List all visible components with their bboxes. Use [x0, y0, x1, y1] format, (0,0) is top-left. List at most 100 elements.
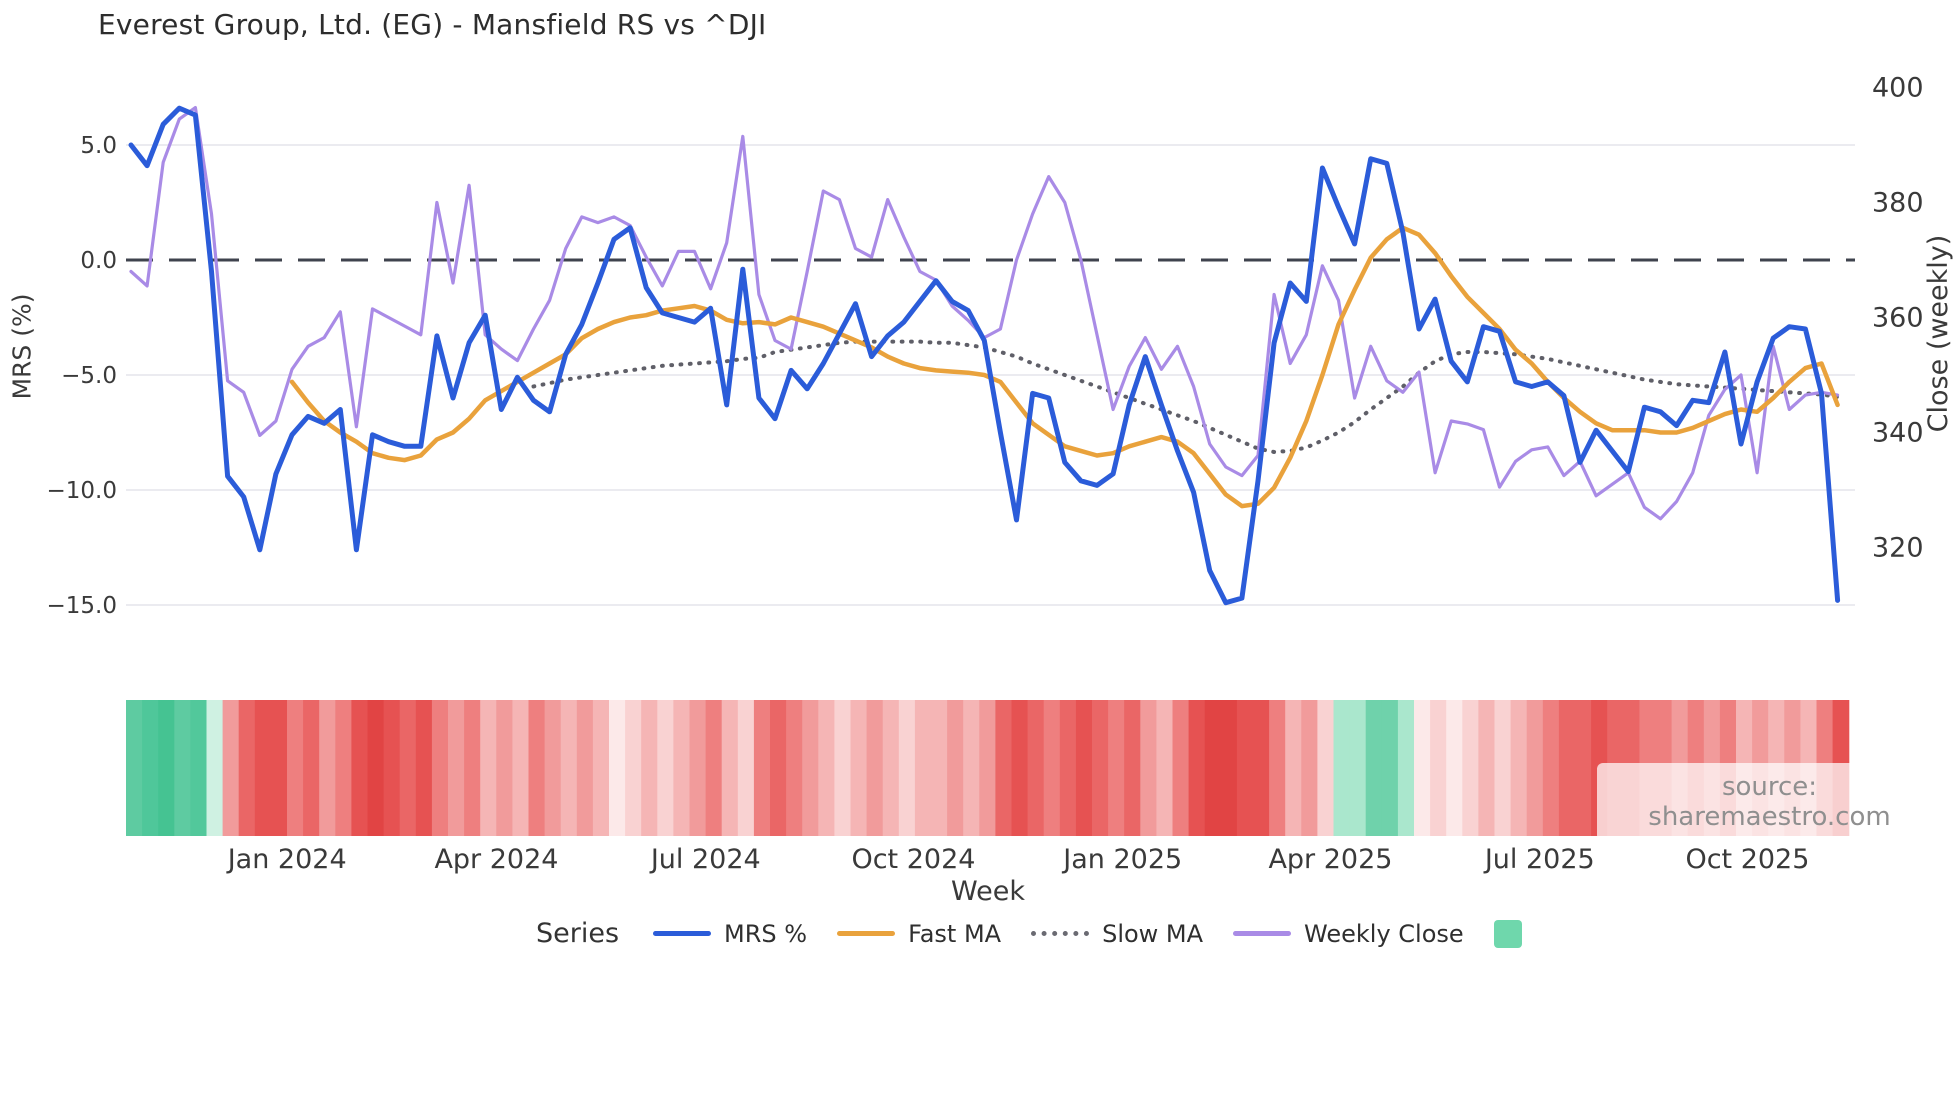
heatmap-cell — [657, 700, 674, 836]
heatmap-cell — [383, 700, 401, 836]
legend-swatch-icon — [837, 931, 896, 936]
chart-title: Everest Group, Ltd. (EG) - Mansfield RS … — [98, 8, 767, 41]
heatmap-cell — [963, 700, 980, 836]
heatmap-cell — [544, 700, 562, 836]
heatmap-cell — [770, 700, 787, 836]
heatmap-cell — [689, 700, 707, 836]
heatmap-cell — [802, 700, 819, 836]
x-axis-tick-label: Apr 2025 — [1268, 844, 1392, 875]
heatmap-cell — [947, 700, 964, 836]
legend-item-label: MRS % — [724, 919, 808, 948]
legend-item-weekly-close[interactable]: Weekly Close — [1233, 920, 1464, 948]
heatmap-cell — [1075, 700, 1093, 836]
right-axis-tick-label: 400 — [1872, 73, 1924, 104]
heatmap-cell — [1381, 700, 1399, 836]
heatmap-cell — [1236, 700, 1254, 836]
heatmap-cell — [576, 700, 594, 836]
legend-item-swatch[interactable] — [1493, 919, 1522, 948]
heatmap-cell — [1510, 700, 1528, 836]
heatmap-cell — [786, 700, 803, 836]
heatmap-cell — [931, 700, 948, 836]
heatmap-cell — [1478, 700, 1496, 836]
series-line-mrs — [128, 105, 1841, 606]
heatmap-cell — [1430, 700, 1447, 836]
heatmap-cell — [1494, 700, 1512, 836]
legend-item-mrs-[interactable]: MRS % — [653, 920, 807, 948]
heatmap-cell — [319, 700, 336, 836]
heatmap-cell — [850, 700, 868, 836]
legend-swatch-icon — [1233, 931, 1292, 936]
heatmap-cell — [914, 700, 932, 836]
heatmap-cell — [737, 700, 755, 836]
heatmap-cell — [1397, 700, 1415, 836]
heatmap-cell — [609, 700, 626, 836]
heatmap-cell — [174, 700, 191, 836]
legend: Series MRS % Fast MA Slow MA Weekly Close — [536, 918, 1522, 949]
x-axis-tick-label: Jan 2024 — [226, 844, 347, 875]
heatmap-cell — [1156, 700, 1174, 836]
heatmap-cell — [126, 700, 143, 836]
heatmap-cell — [1414, 700, 1431, 836]
legend-swatch-icon — [1031, 931, 1090, 936]
right-axis-title: Close (weekly) — [1923, 234, 1954, 433]
heatmap-cell — [206, 700, 224, 836]
legend-title: Series — [536, 918, 620, 949]
heatmap-cell — [1462, 700, 1479, 836]
legend-item-label: Slow MA — [1102, 919, 1204, 948]
heatmap-cell — [866, 700, 884, 836]
series-line-fast-ma — [289, 225, 1840, 509]
heatmap-cell — [254, 700, 272, 836]
x-axis-tick-label: Apr 2024 — [434, 844, 558, 875]
left-axis-tick-label: −15.0 — [47, 593, 117, 619]
heatmap-cell — [1108, 700, 1125, 836]
heatmap-cell — [1011, 700, 1029, 836]
x-axis-tick-label: Jan 2025 — [1061, 844, 1182, 875]
heatmap-cell — [222, 700, 240, 836]
heatmap-cell — [431, 700, 449, 836]
heatmap-cell — [1446, 700, 1463, 836]
heatmap-cell — [399, 700, 417, 836]
heatmap-cell — [625, 700, 642, 836]
heatmap-cell — [705, 700, 723, 836]
heatmap-cell — [238, 700, 256, 836]
heatmap-cell — [1124, 700, 1141, 836]
heatmap-cell — [721, 700, 739, 836]
heatmap-cell — [1285, 700, 1302, 836]
heatmap-cell — [142, 700, 159, 836]
heatmap-cell — [592, 700, 610, 836]
heatmap-cell — [190, 700, 208, 836]
heatmap-cell — [1220, 700, 1238, 836]
heatmap-cell — [979, 700, 996, 836]
heatmap-cell — [415, 700, 433, 836]
heatmap-cell — [1542, 700, 1560, 836]
heatmap-cell — [480, 700, 497, 836]
heatmap-cell — [1301, 700, 1318, 836]
legend-item-slow-ma[interactable]: Slow MA — [1031, 920, 1203, 948]
heatmap-cell — [335, 700, 352, 836]
heatmap-cell — [882, 700, 900, 836]
heatmap-cell — [270, 700, 288, 836]
heatmap-cell — [1526, 700, 1544, 836]
x-axis-tick-label: Oct 2025 — [1685, 844, 1809, 875]
heatmap-cell — [464, 700, 481, 836]
heatmap-cell — [303, 700, 320, 836]
heatmap-cell — [1043, 700, 1061, 836]
heatmap-cell — [673, 700, 691, 836]
source-annotation: source: sharemaestro.com — [1597, 763, 1942, 841]
left-axis-tick-label: 5.0 — [80, 133, 117, 159]
heatmap-cell — [448, 700, 465, 836]
heatmap-cell — [1027, 700, 1045, 836]
series-line-slow-ma — [531, 339, 1840, 454]
heatmap-cell — [1092, 700, 1109, 836]
legend-green-square-swatch — [1493, 919, 1522, 948]
legend-item-label: Fast MA — [908, 919, 1002, 948]
legend-item-fast-ma[interactable]: Fast MA — [837, 920, 1001, 948]
x-axis-tick-label: Jul 2025 — [1483, 844, 1595, 875]
heatmap-cell — [560, 700, 578, 836]
heatmap-cell — [1172, 700, 1190, 836]
heatmap-cell — [995, 700, 1013, 836]
heatmap-cell — [496, 700, 513, 836]
heatmap-cell — [1317, 700, 1335, 836]
heatmap-cell — [1558, 700, 1576, 836]
heatmap-cell — [512, 700, 530, 836]
